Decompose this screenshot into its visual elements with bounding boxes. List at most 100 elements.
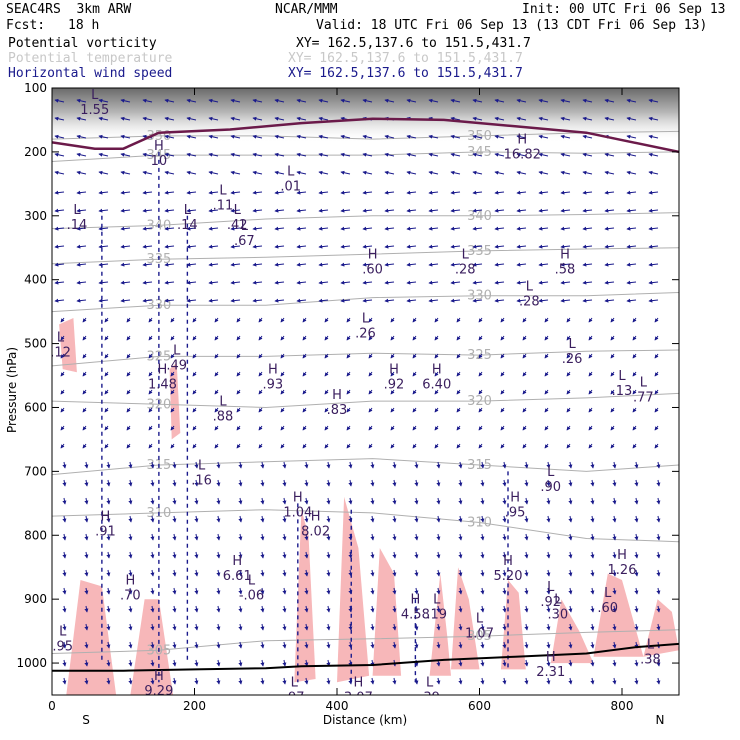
wind-vector	[610, 353, 615, 359]
wind-vector	[326, 587, 331, 595]
wind-vector	[304, 569, 309, 577]
wind-vector	[604, 226, 615, 231]
wind-vector	[502, 515, 507, 523]
wind-vector	[304, 605, 309, 613]
wind-vector	[326, 641, 331, 649]
y-tick-label: 100	[24, 81, 47, 95]
wind-vector	[304, 497, 309, 505]
wind-vector	[280, 371, 285, 377]
wind-vector	[612, 479, 617, 487]
wind-vector	[458, 497, 463, 505]
wind-vector	[500, 353, 505, 359]
wind-vector	[502, 605, 507, 613]
wind-vector	[610, 335, 615, 341]
wind-vector	[142, 116, 153, 121]
wind-vector	[516, 208, 527, 213]
wind-vector	[340, 244, 351, 249]
wind-vector	[76, 134, 87, 139]
wind-vector	[370, 497, 375, 505]
extremum-letter: H	[125, 573, 135, 588]
wind-vector	[252, 208, 263, 213]
wind-vector	[480, 479, 485, 487]
wind-vector	[428, 170, 439, 175]
wind-vector	[590, 641, 595, 649]
wind-vector	[648, 226, 659, 231]
wind-vector	[568, 497, 573, 505]
wind-vector	[654, 425, 659, 431]
wind-vector	[192, 353, 197, 359]
wind-vector	[260, 623, 265, 631]
wind-vector	[458, 479, 463, 487]
wind-vector	[412, 353, 417, 359]
wind-vector	[76, 152, 87, 157]
wind-vector	[546, 479, 551, 487]
wind-vector	[164, 98, 175, 103]
extremum-value: .93	[263, 378, 284, 393]
wind-vector	[392, 479, 397, 487]
wind-vector	[216, 461, 221, 469]
extremum-value: .38	[640, 652, 661, 667]
wind-vector	[516, 298, 527, 303]
wind-vector	[172, 479, 177, 487]
wind-vector	[546, 461, 551, 469]
wind-vector	[192, 425, 197, 431]
extremum-value: .70	[120, 588, 141, 603]
wind-vector	[656, 515, 661, 523]
wind-vector	[384, 226, 395, 231]
wind-vector	[302, 443, 307, 449]
wind-vector	[208, 116, 219, 121]
wind-vector	[648, 244, 659, 249]
wind-vector	[568, 641, 573, 649]
wind-vector	[392, 623, 397, 631]
wind-vector	[282, 515, 287, 523]
extremum-letter: H	[510, 490, 520, 505]
wind-vector	[84, 479, 89, 487]
wind-vector	[304, 659, 309, 667]
wind-vector	[252, 244, 263, 249]
wind-vector	[148, 407, 153, 413]
wind-vector	[560, 280, 571, 285]
y-tick-label: 200	[24, 145, 47, 159]
wind-vector	[392, 677, 397, 685]
wind-vector	[582, 226, 593, 231]
wind-vector	[164, 280, 175, 285]
wind-vector	[390, 317, 395, 323]
wind-vector	[634, 461, 639, 469]
wind-vector	[648, 152, 659, 157]
y-axis-label: Pressure (hPa)	[5, 347, 19, 433]
wind-vector	[634, 497, 639, 505]
wind-vector	[208, 170, 219, 175]
wind-vector	[76, 98, 87, 103]
wind-vector	[524, 479, 529, 487]
theta-label: 340	[467, 209, 492, 224]
wind-vector	[406, 208, 417, 213]
wind-vector	[412, 317, 417, 323]
wind-vector	[544, 407, 549, 413]
pv-region	[169, 362, 181, 440]
wind-vector	[414, 587, 419, 595]
wind-vector	[84, 533, 89, 541]
wind-vector	[106, 515, 111, 523]
wind-vector	[302, 371, 307, 377]
wind-vector	[104, 317, 109, 323]
wind-vector	[500, 335, 505, 341]
wind-vector	[142, 226, 153, 231]
wind-vector	[258, 371, 263, 377]
wind-vector	[370, 605, 375, 613]
wind-vector	[216, 587, 221, 595]
wind-vector	[588, 389, 593, 395]
wind-vector	[412, 335, 417, 341]
wind-vector	[236, 371, 241, 377]
wind-vector	[98, 152, 109, 157]
wind-vector	[368, 389, 373, 395]
extremum-value: .91	[95, 524, 116, 539]
wind-vector	[194, 605, 199, 613]
wind-vector	[274, 298, 285, 303]
wind-vector	[120, 298, 131, 303]
wind-vector	[428, 134, 439, 139]
wind-vector	[370, 515, 375, 523]
wind-vector	[304, 587, 309, 595]
wind-vector	[434, 407, 439, 413]
wind-vector	[450, 298, 461, 303]
pv-region	[593, 573, 644, 657]
